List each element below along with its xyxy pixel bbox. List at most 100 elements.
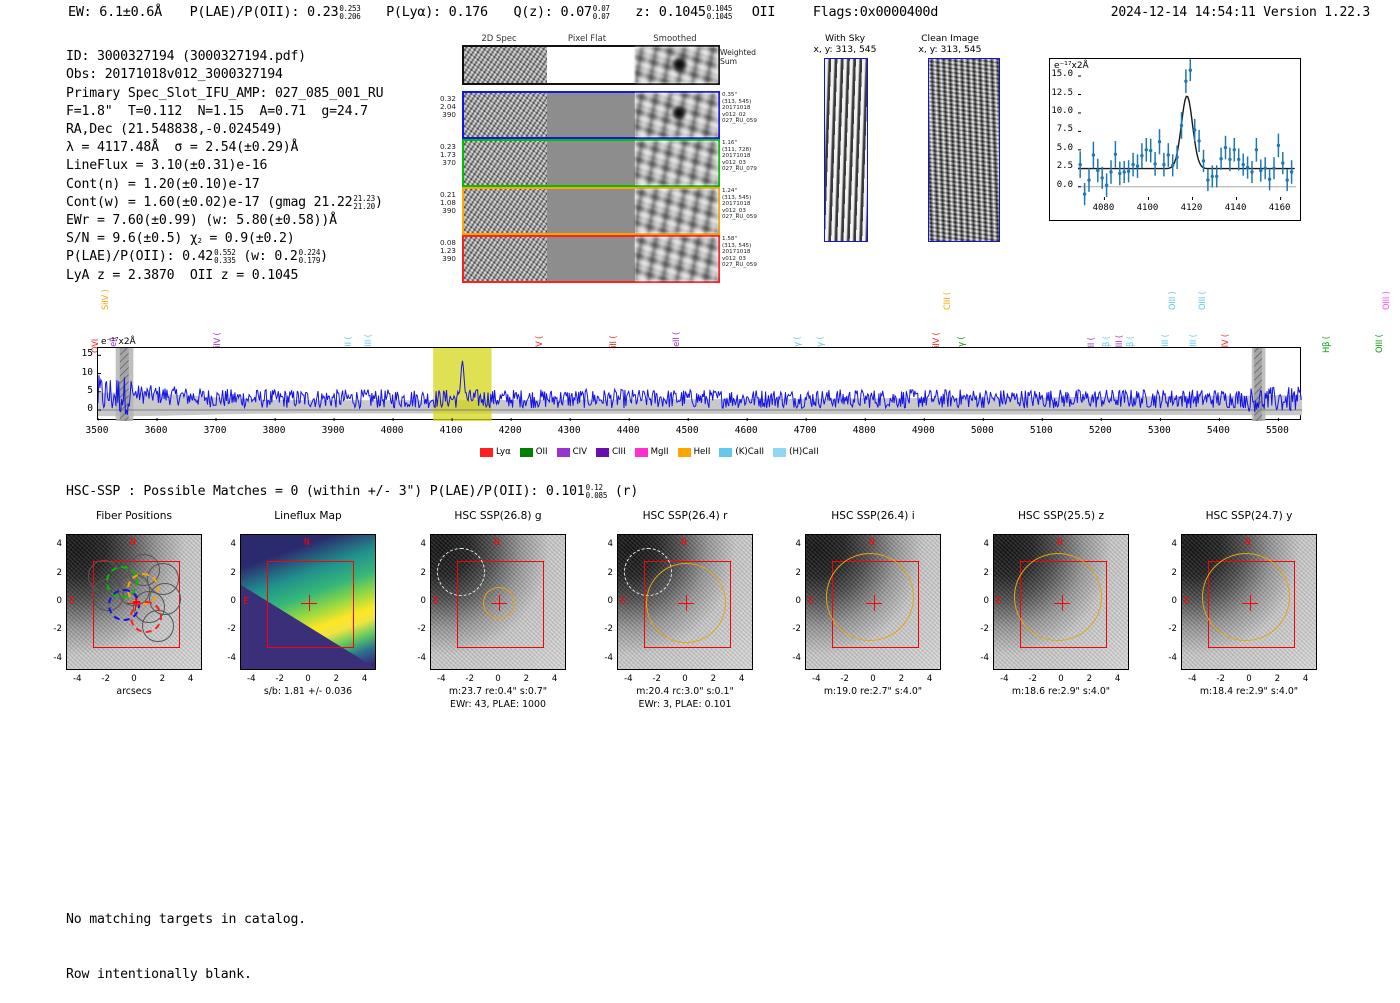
- info-lineflux: LineFlux = 3.10(±0.31)e-16: [66, 158, 268, 174]
- cutout-ytick: 0: [56, 596, 62, 606]
- north-label: N: [1245, 537, 1251, 548]
- north-label: N: [494, 537, 500, 548]
- cutout-ytick: -4: [417, 652, 426, 663]
- cutout-ytick: -2: [53, 624, 62, 635]
- cutout-ytick: -4: [792, 652, 801, 663]
- fiber-smoothed: [635, 141, 718, 185]
- info-redshift: LyA z = 2.3870 OII z = 0.1045: [66, 267, 299, 283]
- footer-line-1: No matching targets in catalog.: [66, 911, 306, 927]
- cutout-ytick: -2: [604, 624, 613, 635]
- cutout-xtick: 2: [159, 674, 166, 684]
- cutout-xtick: 0: [682, 674, 688, 684]
- spectrum-xtick: 4700: [793, 425, 817, 436]
- fiber-row: [462, 235, 720, 283]
- fiber-2dspec: [464, 237, 547, 281]
- legend-item: HeII: [677, 447, 710, 457]
- ifu-footprint-box: [266, 560, 354, 648]
- fiber-circle: [129, 601, 162, 634]
- header-class: OII: [751, 4, 776, 20]
- cutout-ytick: -4: [604, 652, 613, 663]
- clean-image-title: Clean Image: [921, 33, 979, 44]
- cutout-xtick: -2: [840, 674, 849, 684]
- header-ew: EW: 6.1±0.6Å: [68, 4, 162, 20]
- zoom-xtick: 4080: [1092, 203, 1115, 213]
- cutout-caption: arcsecs: [116, 686, 152, 697]
- spectrum-xtick: 5100: [1029, 425, 1053, 436]
- hsc-plae-hi: 0.12: [585, 483, 603, 492]
- cutout-title: HSC SSP(26.4) i: [831, 510, 915, 522]
- spectrum-xtick: 5400: [1206, 425, 1230, 436]
- info-plae: P(LAE)/P(OII): 0.42: [66, 249, 214, 265]
- hsc-plae-lo: 0.085: [585, 491, 608, 500]
- east-label: E: [620, 596, 626, 607]
- detection-info-block: ID: 3000327194 (3000327194.pdf) Obs: 201…: [66, 30, 384, 285]
- cutout-xtick: 0: [495, 674, 501, 684]
- zoom-ytick: 15.0: [1051, 69, 1073, 80]
- cutout-ytick: 4: [607, 539, 613, 550]
- legend-label: CIV: [572, 447, 588, 457]
- cutout-caption: m:20.4 rc:3.0" s:0.1": [636, 686, 734, 697]
- spectrum-ytick: 0: [87, 403, 93, 415]
- cutout-ytick: 2: [1171, 567, 1177, 578]
- spectrum-xtick: 3600: [144, 425, 168, 436]
- header-qz: Q(z): 0.07: [513, 4, 592, 20]
- summary-header: EW: 6.1±0.6Å P(LAE)/P(OII): 0.23 0.253 0.2…: [68, 4, 938, 21]
- legend-swatch: [719, 447, 733, 457]
- cutout-caption: s/b: 1.81 +/- 0.036: [263, 686, 353, 697]
- fiber-meta: 1.24" (313, 545) 20171018 v012_03 027_RU…: [722, 188, 757, 221]
- fiber-stats: 0.23 1.73 370: [439, 142, 456, 168]
- info-cont-w-end: ): [374, 194, 383, 210]
- fiber-meta: 1.16" (311, 728) 20171018 v012_03 027_RU…: [722, 140, 757, 173]
- cutout-xtick: 4: [1114, 674, 1121, 684]
- header-plae: P(LAE)/P(OII): 0.23: [189, 4, 339, 20]
- line-marker-label: SiIV ): [99, 289, 110, 310]
- zoom-plot-units: e⁻¹⁷x2Å: [1054, 61, 1089, 71]
- east-label: E: [1184, 596, 1190, 607]
- info-radec: RA,Dec (21.548838,-0.024549): [66, 122, 283, 138]
- header-plya: P(Lyα): 0.176: [386, 4, 488, 20]
- legend-item: Lyα: [480, 447, 511, 457]
- hsc-plae-band: (r): [614, 484, 639, 499]
- spectrum-xtick: 4900: [911, 425, 935, 436]
- zoom-ytick: 7.5: [1056, 124, 1073, 135]
- cutout-ytick: 0: [795, 596, 801, 606]
- spectrum-xtick: 5500: [1265, 425, 1289, 436]
- ifu-footprint-box: [456, 560, 544, 648]
- north-label: N: [681, 537, 687, 548]
- zoom-ytick: 5.0: [1056, 142, 1073, 153]
- info-obs: Obs: 20171018v012_3000327194: [66, 67, 283, 83]
- info-plae-w-hi: 0.224: [298, 248, 321, 258]
- info-lambda: λ = 4117.48Å σ = 2.54(±0.29)Å: [66, 140, 299, 156]
- line-marker-label: OIII (: [1196, 291, 1207, 310]
- legend-swatch: [519, 447, 533, 457]
- fiber-meta: 0.35" (313, 545) 20171018 v012_02 027_RU…: [722, 92, 757, 125]
- cutout-title: HSC SSP(25.5) z: [1017, 510, 1105, 522]
- cutout-ytick: 2: [230, 567, 236, 578]
- east-label: E: [996, 596, 1002, 607]
- cutout-ytick: 4: [230, 539, 236, 550]
- cutout-xtick: 0: [1058, 674, 1064, 684]
- zoom-ytick: 12.5: [1051, 87, 1073, 98]
- cutout-title: HSC SSP(24.7) y: [1205, 510, 1293, 522]
- cutout-xtick: 2: [1086, 674, 1093, 684]
- header-plae-hi: 0.253: [339, 4, 361, 13]
- aperture-circle: [825, 553, 914, 642]
- cutout-caption: m:18.6 re:2.9" s:4.0": [1011, 686, 1111, 697]
- info-snr: S/N = 9.6(±0.5) χ: [66, 231, 198, 247]
- cutout-ytick: 0: [983, 596, 989, 606]
- cutout-title: HSC SSP(26.8) g: [454, 510, 542, 522]
- north-label: N: [304, 537, 310, 548]
- cutout-title: Lineflux Map: [274, 510, 342, 522]
- weighted-sum-2dspec: [464, 47, 547, 83]
- cutout-xtick: -4: [73, 674, 82, 684]
- aperture-circle: [1013, 553, 1102, 642]
- cutout-ytick: -4: [227, 652, 236, 663]
- zoom-xtick: 4160: [1268, 203, 1291, 213]
